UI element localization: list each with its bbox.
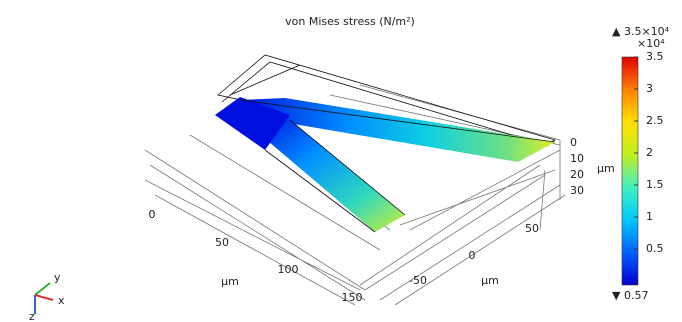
tick-label: 30 [570, 184, 584, 197]
triad-label: z [29, 310, 35, 322]
tick-label: 10 [570, 152, 584, 165]
tick-label: 3.5 [646, 50, 664, 63]
axis-label: µm [597, 162, 615, 175]
tick-label: 100 [278, 263, 299, 276]
tick-label: 2 [646, 146, 653, 159]
plot-title: von Mises stress (N/m²) [285, 15, 415, 28]
axis-label: µm [221, 275, 239, 288]
min-value: 0.57 [624, 289, 649, 302]
tick-label: -50 [409, 274, 427, 287]
viewport: von Mises stress (N/m²) 0 50 100 150 µm … [0, 0, 682, 322]
colorbar: ▲ 3.5×10⁴ ×10⁴ ▼ 0.57 0.511.522.533.5 [612, 25, 670, 302]
tick-label: 0 [469, 249, 476, 262]
exponent-label: ×10⁴ [637, 37, 665, 50]
tick-label: 20 [570, 168, 584, 181]
colorbar-fill [622, 57, 638, 285]
triad: y x z [29, 271, 65, 322]
tick-label: 1 [646, 210, 653, 223]
tick-label: 1.5 [646, 178, 664, 191]
tick-label: 150 [342, 291, 363, 304]
axis-label: µm [481, 274, 499, 287]
geometry [215, 55, 555, 232]
tick-label: 2.5 [646, 114, 664, 127]
triad-label: x [58, 294, 65, 307]
triad-label: y [54, 271, 61, 284]
tick-label: 3 [646, 82, 653, 95]
tick-label: 0 [149, 208, 156, 221]
tick-label: 50 [525, 222, 539, 235]
min-label: ▼ 0.57 [612, 289, 648, 302]
tick-label: 0 [570, 136, 577, 149]
tick-label: 50 [215, 236, 229, 249]
tick-label: 0.5 [646, 242, 664, 255]
